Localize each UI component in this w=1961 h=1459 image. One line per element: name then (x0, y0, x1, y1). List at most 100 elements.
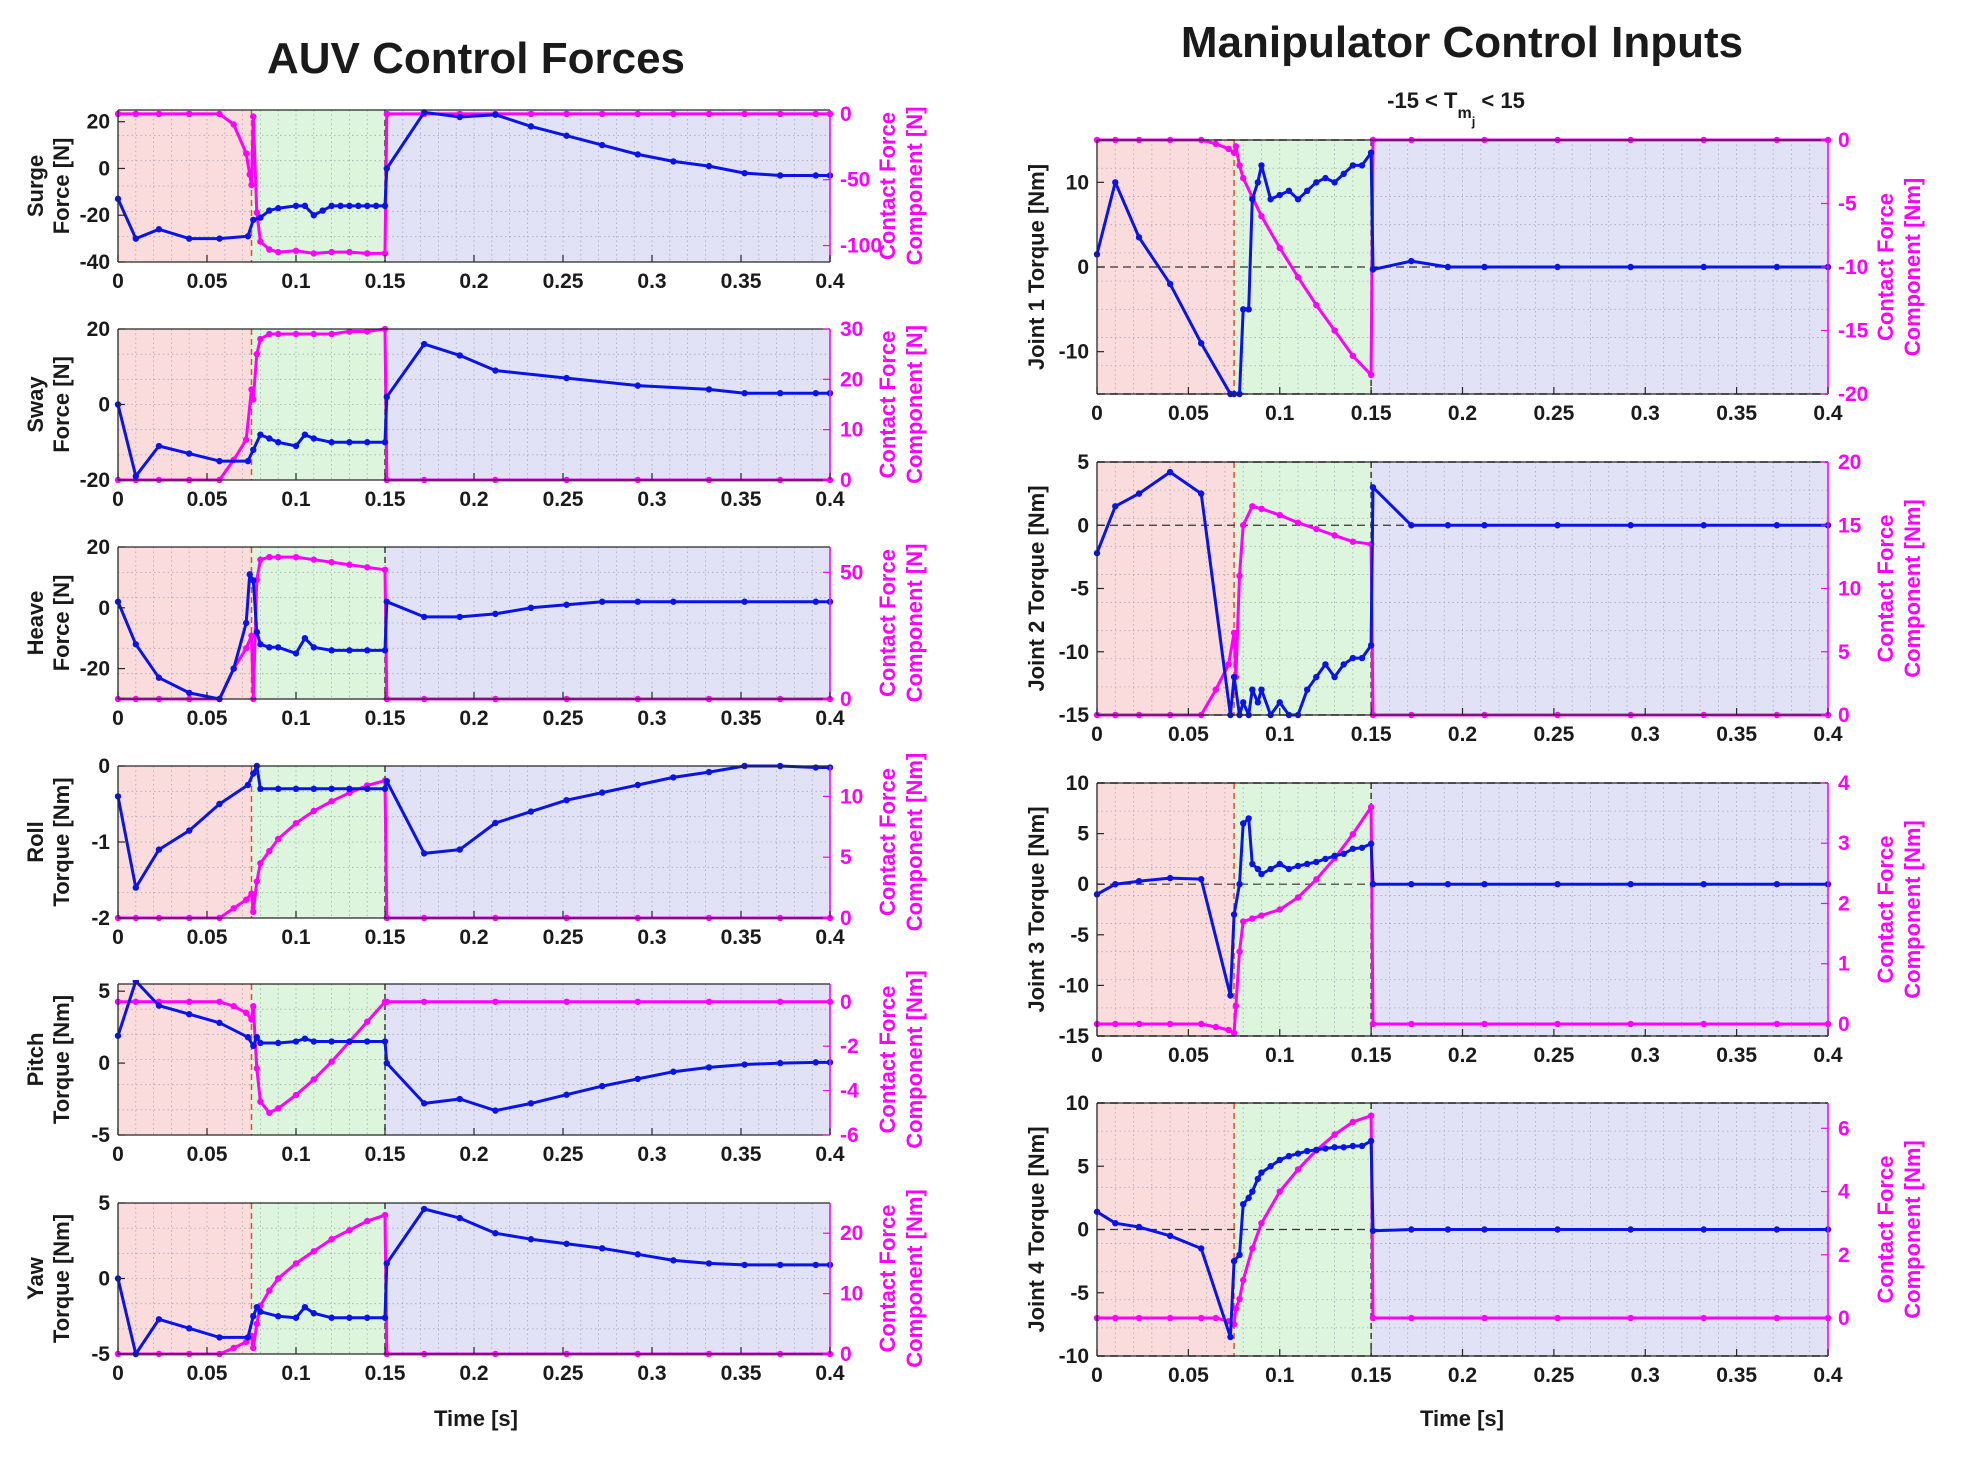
y2-tick-label: -50 (840, 169, 870, 192)
data-point (1408, 1226, 1415, 1233)
y2-tick-label: 5 (840, 846, 852, 869)
series-control-input (114, 340, 834, 480)
data-point (346, 561, 353, 568)
data-point (456, 1095, 463, 1103)
x-tick-label: 0.1 (1265, 402, 1295, 425)
data-point (1230, 1029, 1238, 1037)
data-point (230, 905, 237, 912)
series-control-input (114, 109, 834, 242)
y-tick-label: -20 (80, 469, 110, 492)
grid (1097, 783, 1828, 1036)
data-point (242, 1009, 250, 1017)
data-point (1294, 894, 1302, 901)
y2-tick-label: 0 (840, 1343, 852, 1366)
data-point (257, 431, 264, 438)
data-point (1340, 850, 1347, 858)
data-point (1773, 522, 1781, 529)
data-point (364, 328, 371, 335)
data-point (1627, 1020, 1634, 1028)
data-point (1166, 468, 1174, 476)
data-point (812, 172, 819, 179)
data-point (1313, 525, 1320, 533)
x-tick-label: 0.1 (281, 1362, 311, 1385)
data-point (242, 645, 250, 652)
y-tick-label: -5 (1070, 578, 1089, 601)
data-point (1254, 1175, 1262, 1183)
data-point (492, 610, 499, 618)
y-tick-label: 0 (1077, 256, 1089, 279)
data-point (216, 1334, 223, 1341)
data-point (1236, 948, 1243, 955)
subplot-pitch: 0 0.05 0.1 0.15 0.2 0.25 0.3 0.35 0.4-505-6-4-20… (23, 970, 927, 1166)
data-point (1322, 661, 1329, 668)
data-point (1212, 1314, 1219, 1322)
data-point (248, 632, 255, 639)
data-point (1249, 860, 1256, 868)
data-point (1254, 179, 1262, 186)
series-contact-force (1093, 803, 1832, 1037)
data-point (310, 556, 317, 563)
data-point (1349, 538, 1357, 545)
data-point (1112, 503, 1119, 510)
data-point (456, 1214, 463, 1222)
data-point (776, 1059, 784, 1067)
data-point (250, 770, 257, 777)
data-point (248, 1016, 255, 1023)
grid (118, 547, 830, 699)
phase-contact-band (251, 766, 385, 918)
x-tick-label: 0.4 (1813, 1044, 1843, 1067)
data-point (1166, 1232, 1174, 1240)
data-point (1212, 1023, 1219, 1031)
data-point (563, 1091, 570, 1098)
x-tick-label: 0.05 (187, 270, 228, 293)
x-tick-label: 0 (1091, 1044, 1103, 1067)
grid (1097, 462, 1828, 715)
data-point (250, 1003, 257, 1010)
right-title: Manipulator Control Inputs (1181, 18, 1743, 67)
data-point (292, 650, 300, 657)
y2-tick-label: -6 (840, 1124, 859, 1147)
data-point (364, 202, 371, 210)
data-point (492, 819, 499, 827)
y-tick-label: -10 (1059, 641, 1089, 664)
data-point (346, 647, 353, 654)
data-point (776, 998, 784, 1005)
series-contact-force (114, 110, 834, 257)
data-point (1240, 699, 1247, 706)
phase-release-band (385, 110, 830, 262)
y2-tick-label: -4 (840, 1080, 859, 1103)
data-point (1258, 505, 1265, 513)
data-point (1166, 1314, 1174, 1322)
data-point (1331, 1131, 1338, 1138)
data-point (1481, 522, 1488, 529)
data-point (705, 998, 713, 1005)
phase-contact-band (251, 329, 385, 480)
data-point (266, 553, 273, 561)
data-point (1408, 1020, 1415, 1028)
data-point (1112, 1314, 1119, 1322)
data-point (1240, 522, 1247, 529)
x-tick-label: 0.3 (637, 707, 666, 730)
phase-approach-band (118, 1203, 252, 1354)
y-axis-label: YawTorque [Nm] (23, 1214, 74, 1343)
data-point (292, 202, 300, 210)
data-point (266, 330, 273, 338)
data-point (634, 110, 641, 118)
y2-axis-label-line: Contact Force (1873, 836, 1898, 984)
y2-axis-label-line: Component [Nm] (902, 970, 927, 1148)
y2-tick-label: 2 (1838, 1244, 1850, 1267)
data-point (1135, 1223, 1143, 1231)
data-point (1276, 191, 1283, 199)
data-point (1340, 170, 1347, 178)
data-point (292, 442, 300, 450)
data-point (527, 123, 535, 130)
data-point (1349, 845, 1357, 852)
data-point (346, 1226, 353, 1234)
data-point (1294, 273, 1302, 281)
data-point (381, 1038, 389, 1045)
data-point (216, 1019, 223, 1027)
data-point (186, 827, 193, 834)
series-control-input (1093, 815, 1832, 999)
data-point (364, 1217, 371, 1225)
data-point (527, 1236, 535, 1243)
